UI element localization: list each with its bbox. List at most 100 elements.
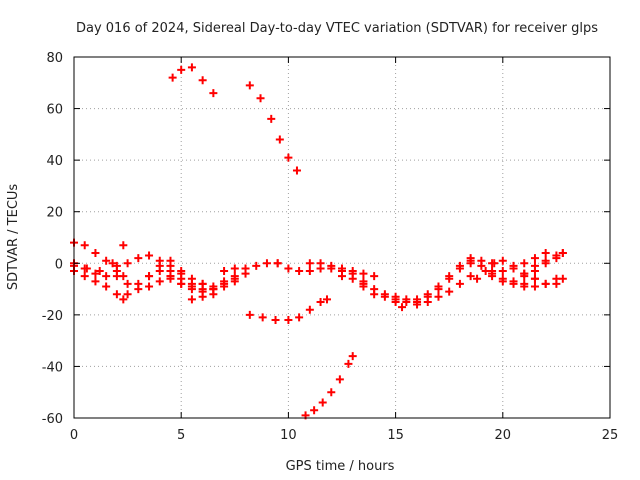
data-point (380, 292, 389, 301)
data-point (445, 272, 454, 281)
data-point (455, 261, 464, 270)
data-point (271, 316, 280, 325)
data-point (119, 295, 128, 304)
data-point (230, 274, 239, 283)
data-point (102, 256, 111, 265)
axis-ticks: 0 5 10 15 20 25 -60 -40 -20 0 20 40 60 80 (42, 51, 619, 443)
data-point (520, 272, 529, 281)
x-tick-label: 25 (602, 428, 619, 443)
data-point (445, 287, 454, 296)
data-point (177, 279, 186, 288)
y-tick-label: -40 (42, 360, 63, 375)
series-track-13 (220, 259, 282, 276)
data-point (402, 297, 411, 306)
data-point (292, 166, 301, 175)
y-tick-label: 40 (46, 154, 63, 169)
series-track-22 (391, 272, 475, 309)
data-point (155, 261, 164, 270)
x-tick-label: 10 (280, 428, 297, 443)
data-point (134, 279, 143, 288)
data-point (220, 279, 229, 288)
x-axis-title: GPS time / hours (286, 459, 395, 474)
data-series (70, 63, 567, 420)
data-point (318, 398, 327, 407)
data-point (123, 259, 132, 268)
series-track-1 (70, 238, 128, 281)
data-point (466, 272, 475, 281)
data-point (95, 267, 104, 276)
data-point (434, 282, 443, 291)
y-tick-label: -20 (42, 309, 63, 324)
data-point (305, 305, 314, 314)
data-point (520, 282, 529, 291)
data-point (80, 272, 89, 281)
data-point (198, 292, 207, 301)
data-point (558, 274, 567, 283)
data-point (359, 282, 368, 291)
data-point (209, 285, 218, 294)
data-point (509, 279, 518, 288)
data-point (245, 310, 254, 319)
data-point (305, 259, 314, 268)
data-point (187, 295, 196, 304)
data-point (520, 259, 529, 268)
data-point (80, 241, 89, 250)
x-tick-label: 5 (177, 428, 185, 443)
data-point (123, 290, 132, 299)
series-track-15 (245, 81, 301, 175)
data-point (530, 274, 539, 283)
series-track-29 (509, 264, 567, 288)
data-point (275, 135, 284, 144)
data-point (509, 264, 518, 273)
data-point (166, 274, 175, 283)
data-point (187, 63, 196, 72)
data-point (455, 279, 464, 288)
y-axis-title: SDTVAR / TECUs (6, 184, 21, 291)
data-point (370, 272, 379, 281)
data-point (134, 254, 143, 263)
series-track-31 (530, 248, 567, 270)
data-point (558, 248, 567, 257)
series-track-27 (488, 248, 550, 276)
data-point (284, 316, 293, 325)
y-tick-label: 0 (55, 257, 63, 272)
data-point (91, 277, 100, 286)
data-point (177, 269, 186, 278)
data-point (102, 282, 111, 291)
data-point (541, 248, 550, 257)
x-tick-label: 0 (70, 428, 78, 443)
data-point (267, 114, 276, 123)
data-point (230, 264, 239, 273)
data-point (488, 272, 497, 281)
plot-frame (73, 56, 611, 419)
data-point (413, 295, 422, 304)
data-point (473, 274, 482, 283)
data-point (256, 94, 265, 103)
data-point (284, 264, 293, 273)
data-point (391, 295, 400, 304)
data-point (241, 264, 250, 273)
data-point (434, 292, 443, 301)
data-point (155, 277, 164, 286)
data-point (530, 261, 539, 270)
data-point (310, 406, 319, 415)
data-point (344, 359, 353, 368)
data-point (498, 277, 507, 286)
data-point (348, 352, 357, 361)
data-point (273, 259, 282, 268)
data-point (498, 267, 507, 276)
data-point (177, 65, 186, 74)
data-point (145, 272, 154, 281)
data-point (145, 251, 154, 260)
data-point (338, 264, 346, 273)
data-point (398, 303, 407, 312)
data-point (552, 251, 561, 260)
data-point (123, 279, 132, 288)
series-track-17 (301, 352, 357, 420)
data-point (305, 267, 314, 276)
data-point (91, 248, 100, 257)
data-point (245, 81, 254, 90)
data-point (295, 267, 304, 276)
data-point (252, 261, 261, 270)
